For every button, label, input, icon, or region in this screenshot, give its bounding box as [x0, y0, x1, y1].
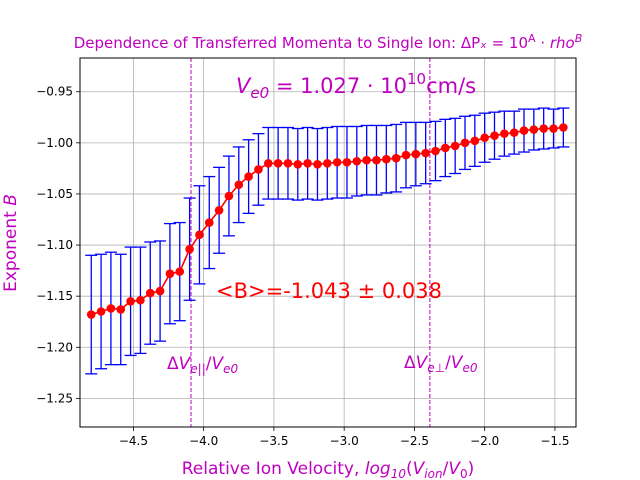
data-point — [293, 160, 303, 169]
data-point — [372, 155, 381, 165]
data-point — [490, 131, 499, 140]
x-tick-label: −3.5 — [259, 434, 288, 448]
data-point — [450, 141, 460, 151]
data-point — [332, 157, 342, 167]
data-point — [303, 158, 312, 168]
data-point — [470, 136, 480, 146]
vline-label-parallel: ΔVe||/Ve0 — [167, 354, 239, 376]
data-point — [342, 157, 352, 167]
data-point — [401, 150, 411, 160]
mean-annotation: <B>=-1.043 ± 0.038 — [216, 279, 442, 303]
data-point — [431, 146, 440, 156]
data-point — [116, 305, 126, 314]
plot-frame — [79, 57, 577, 428]
data-point — [185, 244, 194, 254]
data-point — [352, 156, 362, 166]
x-tick-label: −2.0 — [470, 434, 499, 448]
data-point — [313, 160, 322, 169]
y-tick-label: −1.00 — [36, 136, 73, 150]
data-point — [214, 206, 224, 215]
data-point — [559, 123, 568, 132]
data-point — [244, 172, 253, 181]
data-point — [421, 148, 430, 158]
y-tick-label: −1.20 — [36, 340, 73, 354]
data-point — [480, 133, 489, 143]
y-tick-label: −1.15 — [36, 289, 73, 303]
x-tick-label: −4.0 — [189, 434, 218, 448]
chart-title: Dependence of Transferred Momenta to Sin… — [74, 32, 583, 52]
y-ticks: −0.95 −1.00 −1.05 −1.10 −1.15 −1.20 −1.25 — [36, 85, 80, 405]
data-point — [204, 218, 214, 227]
data-point — [391, 153, 401, 163]
data-point — [273, 158, 283, 168]
error-bars — [85, 107, 570, 375]
data-point — [539, 124, 548, 133]
data-point — [382, 154, 391, 164]
data-point — [519, 126, 529, 135]
data-point — [224, 191, 234, 201]
data-series — [86, 123, 568, 319]
data-point — [145, 288, 155, 298]
data-point — [254, 165, 263, 174]
y-tick-label: −1.25 — [36, 391, 73, 405]
data-point — [126, 296, 135, 306]
vline-label-perpendicular: ΔVe⊥/Ve0 — [404, 353, 478, 375]
x-tick-label: −1.5 — [540, 434, 569, 448]
data-point — [509, 128, 519, 137]
x-tick-label: −2.5 — [400, 434, 429, 448]
data-point — [529, 125, 539, 134]
y-tick-label: −1.10 — [36, 238, 73, 252]
x-tick-label: −4.5 — [119, 434, 148, 448]
data-point — [460, 138, 470, 148]
data-point — [136, 295, 145, 305]
x-axis-label: Relative Ion Velocity, log10(Vion/V0) — [182, 459, 474, 480]
data-point — [322, 158, 332, 168]
x-ticks: −4.5 −4.0 −3.5 −3.0 −2.5 −2.0 −1.5 — [119, 427, 569, 448]
velocity-spread-lines — [190, 58, 431, 427]
data-point — [549, 124, 558, 133]
data-point — [106, 304, 116, 313]
y-axis-label: Exponent B — [1, 194, 21, 292]
y-tick-label: −0.95 — [36, 85, 73, 99]
y-tick-label: −1.05 — [36, 187, 73, 201]
data-point — [96, 307, 106, 316]
data-point — [500, 129, 509, 138]
data-point — [86, 310, 96, 319]
data-point — [362, 155, 371, 165]
data-point — [263, 158, 273, 168]
data-point — [165, 269, 175, 278]
x-tick-label: −3.0 — [330, 434, 359, 448]
data-point — [441, 143, 450, 153]
ve0-annotation: Ve0 = 1.027 · 1010cm/s — [236, 70, 476, 102]
data-point — [234, 180, 244, 190]
data-point — [283, 158, 293, 168]
data-point — [155, 286, 165, 296]
data-point — [195, 230, 204, 240]
data-point — [175, 267, 185, 276]
data-point — [411, 149, 421, 159]
